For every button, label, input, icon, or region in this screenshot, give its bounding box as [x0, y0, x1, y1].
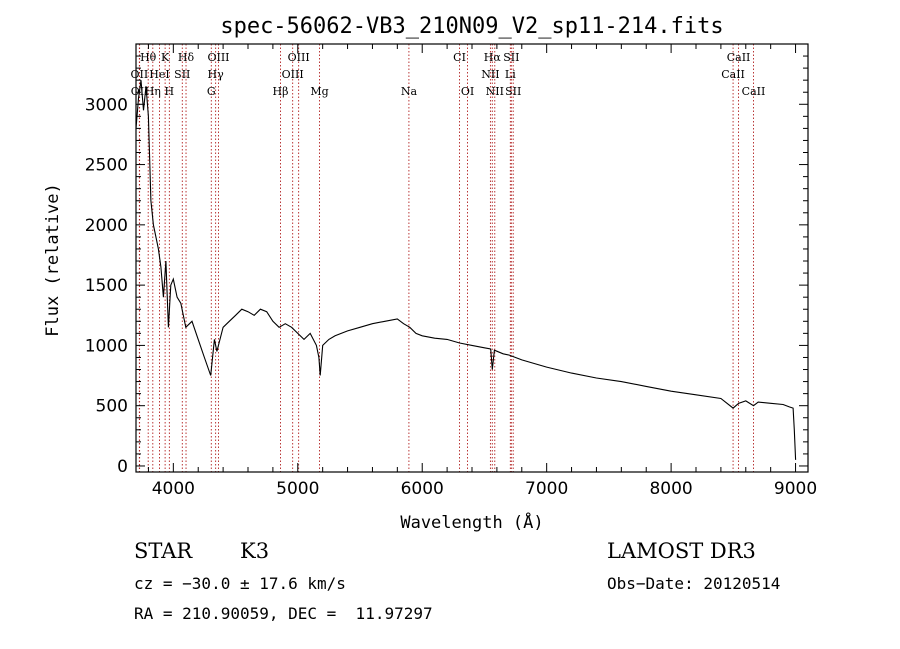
x-axis-label: Wavelength (Å)	[400, 511, 543, 533]
axes	[135, 43, 809, 473]
line-label: OI	[461, 85, 474, 98]
line-label: CaII	[742, 85, 766, 98]
x-tick-label: 9000	[774, 479, 817, 499]
line-label: OIII	[207, 51, 229, 64]
line-label: Hγ	[208, 68, 225, 81]
x-tick-label: 6000	[401, 479, 444, 499]
y-tick-label: 2000	[85, 216, 128, 236]
line-label: Na	[401, 85, 418, 98]
spectrum-line	[135, 80, 797, 460]
y-tick-label: 3000	[85, 95, 128, 115]
y-axis-label: Flux (relative)	[43, 183, 63, 337]
coordinates: RA = 210.90059, DEC = 11.97297	[134, 604, 433, 623]
line-label: Hβ	[273, 85, 289, 98]
line-label: OIII	[282, 68, 304, 81]
line-label: CI	[453, 51, 466, 64]
line-label: Hδ	[178, 51, 195, 64]
line-label: CaII	[727, 51, 751, 64]
y-tick-label: 1000	[85, 336, 128, 356]
line-markers	[138, 44, 754, 472]
line-label: Li	[505, 68, 516, 81]
line-label: HeI	[149, 68, 169, 81]
line-label: G	[207, 85, 216, 98]
line-label: SII	[505, 85, 521, 98]
object-subclass: K3	[240, 539, 270, 563]
redshift-velocity: cz = −30.0 ± 17.6 km/s	[134, 574, 346, 593]
ticks: 4000 5000 6000 7000 8000 9000 0 500 1000 1500 2000…	[85, 44, 817, 499]
x-tick-label: 8000	[649, 479, 692, 499]
line-label: Hα	[484, 51, 502, 64]
y-tick-label: 0	[117, 457, 128, 477]
chart-title: spec-56062-VB3_210N09_V2_sp11-214.fits	[220, 14, 723, 39]
line-label: H	[165, 85, 175, 98]
line-label: NII	[486, 85, 504, 98]
x-tick-label: 4000	[152, 479, 195, 499]
line-label: OII	[131, 68, 149, 81]
line-label: Hθ	[140, 51, 157, 64]
line-label: SII	[503, 51, 519, 64]
line-label: NII	[481, 68, 499, 81]
y-tick-label: 2500	[85, 156, 128, 176]
observation-date: Obs−Date: 20120514	[607, 574, 781, 593]
line-label: K	[161, 51, 170, 64]
y-tick-label: 500	[96, 397, 128, 417]
line-label: SII	[174, 68, 190, 81]
line-label: Mg	[310, 85, 328, 98]
line-label: CaII	[721, 68, 745, 81]
x-tick-label: 7000	[525, 479, 568, 499]
line-label: OIII	[288, 51, 310, 64]
y-tick-label: 1500	[85, 276, 128, 296]
x-tick-label: 5000	[276, 479, 319, 499]
line-label: Hη	[145, 85, 161, 98]
plot-frame	[135, 43, 809, 473]
survey-name: LAMOST DR3	[607, 539, 756, 563]
object-class: STAR	[134, 539, 193, 563]
